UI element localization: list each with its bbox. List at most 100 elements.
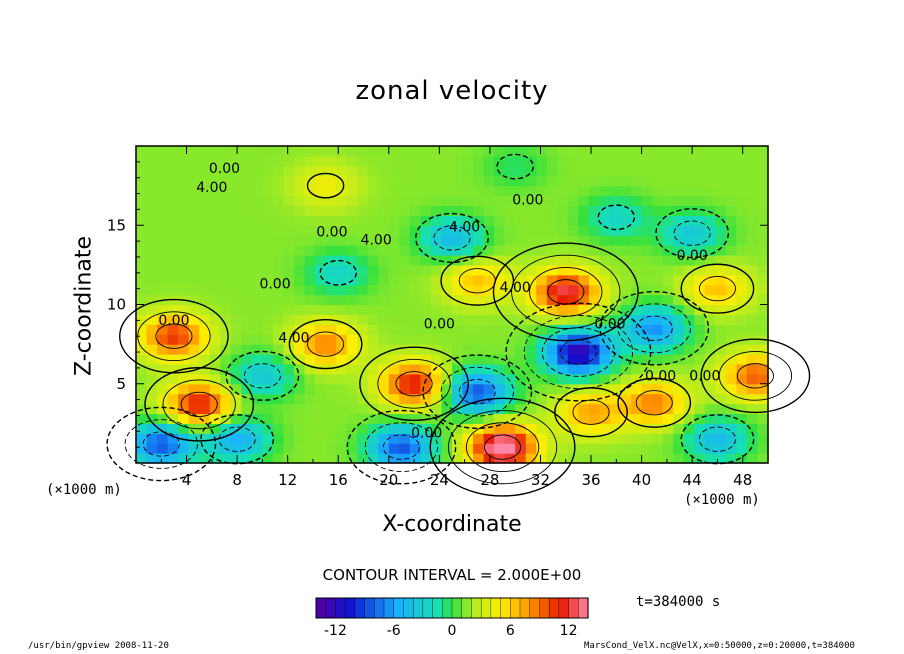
heatmap-cell [715, 165, 727, 177]
heatmap-cell [546, 324, 558, 335]
heatmap-cell [515, 314, 527, 325]
heatmap-cell [515, 383, 527, 395]
heatmap-cell [610, 413, 622, 424]
contour-line [698, 426, 736, 452]
heatmap-cell [262, 324, 274, 335]
heatmap-cell [536, 284, 548, 296]
heatmap-cell [178, 423, 190, 434]
heatmap-cell [588, 413, 601, 424]
heatmap-cell [715, 195, 727, 207]
heatmap-cell [146, 205, 158, 216]
heatmap-cell [167, 175, 179, 187]
heatmap-cell [483, 264, 495, 276]
heatmap-cell [388, 433, 400, 444]
heatmap-cell [209, 185, 221, 197]
heatmap-cell [652, 225, 664, 236]
heatmap-cell [420, 215, 432, 226]
heatmap-cell [325, 344, 337, 355]
heatmap-cell [757, 155, 769, 167]
heatmap-cell [230, 235, 242, 246]
heatmap-cell [241, 423, 253, 434]
heatmap-cell [336, 254, 348, 266]
heatmap-cell [652, 354, 664, 365]
heatmap-cell [694, 185, 706, 197]
heatmap-cell [294, 354, 306, 365]
heatmap-cell [241, 225, 253, 236]
heatmap-cell [346, 225, 358, 236]
heatmap-cell [336, 383, 348, 395]
heatmap-cell [567, 334, 579, 345]
heatmap-cell [757, 324, 769, 335]
heatmap-cell [325, 146, 337, 157]
heatmap-cell [409, 254, 421, 266]
heatmap-cell [430, 274, 443, 286]
heatmap-cell [725, 304, 737, 316]
heatmap-cell [567, 373, 579, 385]
heatmap-cell [294, 314, 306, 325]
heatmap-cell [167, 363, 179, 375]
heatmap-cell [304, 165, 316, 177]
colorbar-tick-label: -6 [387, 623, 401, 639]
heatmap-cell [694, 393, 706, 405]
heatmap-cell [409, 245, 421, 256]
heatmap-cell [209, 165, 221, 177]
heatmap-cell [757, 363, 769, 375]
heatmap-cell [146, 373, 158, 385]
heatmap-cell [272, 433, 285, 444]
heatmap-cell [136, 443, 148, 454]
heatmap-cell [167, 205, 179, 216]
heatmap-cell [494, 294, 506, 306]
heatmap-cell [315, 195, 327, 207]
heatmap-cell [272, 344, 285, 355]
heatmap-cell [536, 245, 548, 256]
heatmap-cell [641, 195, 653, 207]
heatmap-cell [694, 195, 706, 207]
heatmap-cell [588, 274, 601, 286]
heatmap-cell [673, 453, 685, 464]
heatmap-cell [315, 344, 327, 355]
heatmap-cell [546, 225, 558, 236]
heatmap-cell [367, 146, 379, 157]
heatmap-cell [725, 235, 737, 246]
heatmap-cell [546, 443, 558, 454]
heatmap-cell [441, 403, 453, 415]
heatmap-cell [315, 383, 327, 395]
heatmap-cell [473, 413, 485, 424]
heatmap-cell [146, 175, 158, 187]
heatmap-cell [725, 383, 737, 395]
heatmap-cell [620, 354, 632, 365]
heatmap-cell [620, 225, 632, 236]
heatmap-cell [167, 423, 179, 434]
heatmap-cell [736, 146, 748, 157]
heatmap-cell [683, 205, 695, 216]
heatmap-cell [388, 363, 400, 375]
heatmap-cell [683, 304, 695, 316]
heatmap-cell [725, 215, 737, 226]
heatmap-cell [378, 344, 390, 355]
heatmap-cell [704, 314, 716, 325]
heatmap-cell [462, 304, 474, 316]
heatmap-cell [704, 215, 716, 226]
heatmap-cell [325, 264, 337, 276]
contour-line [505, 302, 652, 402]
heatmap-cell [736, 195, 748, 207]
heatmap-cell [315, 294, 327, 306]
heatmap-cell [504, 146, 516, 157]
heatmap-cell [452, 383, 464, 395]
heatmap-cell [283, 185, 295, 197]
heatmap-cell [388, 403, 400, 415]
heatmap-cell [757, 443, 769, 454]
heatmap-cell [157, 155, 169, 167]
heatmap-cell [367, 334, 379, 345]
heatmap-cell [683, 453, 695, 464]
heatmap-cell [757, 334, 769, 345]
heatmap-cell [736, 383, 748, 395]
heatmap-cell [230, 393, 242, 405]
heatmap-cell [757, 403, 769, 415]
heatmap-cell [399, 304, 411, 316]
heatmap-cell [473, 284, 485, 296]
heatmap-cell [209, 284, 221, 296]
heatmap-cell [652, 274, 664, 286]
heatmap-cell [315, 413, 327, 424]
heatmap-cell [420, 363, 432, 375]
